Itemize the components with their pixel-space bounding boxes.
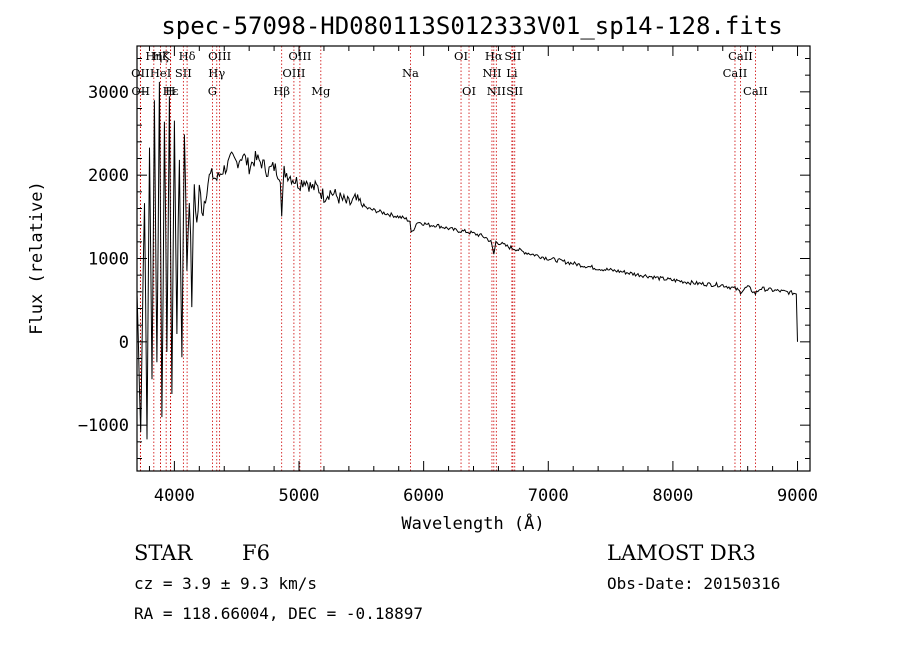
- chart-title: spec-57098-HD080113S012333V01_sp14-128.f…: [161, 12, 782, 40]
- redshift-cz: cz = 3.9 ± 9.3 km/s: [134, 574, 317, 593]
- y-axis-label: Flux (relative): [27, 181, 47, 335]
- spectral-line-label: SII: [504, 49, 521, 63]
- object-subclass: F6: [242, 541, 270, 565]
- spectral-line-label: Hγ: [208, 66, 225, 80]
- spectral-line-label: CaII: [723, 66, 748, 80]
- spectrum-line: [136, 81, 798, 440]
- spectral-line-label: SII: [175, 66, 192, 80]
- x-axis-label: Wavelength (Å): [401, 512, 544, 534]
- x-tick-label: 6000: [403, 486, 444, 506]
- object-class: STAR: [134, 541, 193, 565]
- spectral-line-label: Hβ: [273, 84, 290, 98]
- spectral-line-label: Hδ: [179, 49, 196, 63]
- spectral-line-label: OIII: [288, 49, 311, 63]
- coordinates: RA = 118.66004, DEC = -0.18897: [134, 604, 423, 623]
- spectral-line-label: Hα: [485, 49, 503, 63]
- spectral-line-label: G: [208, 84, 217, 98]
- y-tick-label: 1000: [88, 250, 129, 270]
- spectral-line-label: SII: [506, 84, 523, 98]
- spectral-line-label: CaII: [743, 84, 768, 98]
- spectral-line-label: OI: [454, 49, 468, 63]
- spectral-line-label: HeI: [150, 66, 171, 80]
- spectral-line-label: OII: [131, 84, 150, 98]
- x-tick-label: 5000: [279, 486, 320, 506]
- observation-date: Obs-Date: 20150316: [607, 574, 780, 593]
- spectral-line-label: Hη: [145, 49, 162, 63]
- spectral-line-label: OIII: [208, 49, 231, 63]
- spectral-line-label: Li: [506, 66, 518, 80]
- spectral-line-label: NII: [487, 84, 506, 98]
- y-tick-label: 2000: [88, 166, 129, 186]
- x-axis-ticks: 4000 5000 6000 7000 8000 9000: [148, 46, 818, 506]
- y-tick-label: 3000: [88, 83, 129, 103]
- plot-frame: [136, 45, 811, 472]
- x-tick-label: 4000: [154, 486, 195, 506]
- spectral-line-label: Na: [402, 66, 419, 80]
- spectral-line-label: CaII: [728, 49, 753, 63]
- spectral-line-label: Hζ: [152, 49, 168, 63]
- y-tick-label: 0: [119, 333, 129, 353]
- spectral-line-markers: [139, 46, 756, 471]
- y-tick-label: −1000: [78, 416, 129, 436]
- x-tick-label: 8000: [652, 486, 693, 506]
- y-axis-ticks: −1000 0 1000 2000 3000: [78, 58, 810, 459]
- spectral-line-label: Mg: [311, 84, 331, 98]
- spectral-line-label: OII: [131, 66, 150, 80]
- spectral-line-label: Hε: [163, 84, 179, 98]
- spectral-line-label: NII: [482, 66, 501, 80]
- spectral-line-label: OI: [462, 84, 476, 98]
- spectral-line-label: H: [165, 84, 175, 98]
- x-tick-label: 7000: [528, 486, 569, 506]
- spectral-line-label: OIII: [282, 66, 305, 80]
- x-tick-label: 9000: [777, 486, 818, 506]
- spectral-line-label: K: [162, 49, 171, 63]
- survey-name: LAMOST DR3: [607, 541, 756, 565]
